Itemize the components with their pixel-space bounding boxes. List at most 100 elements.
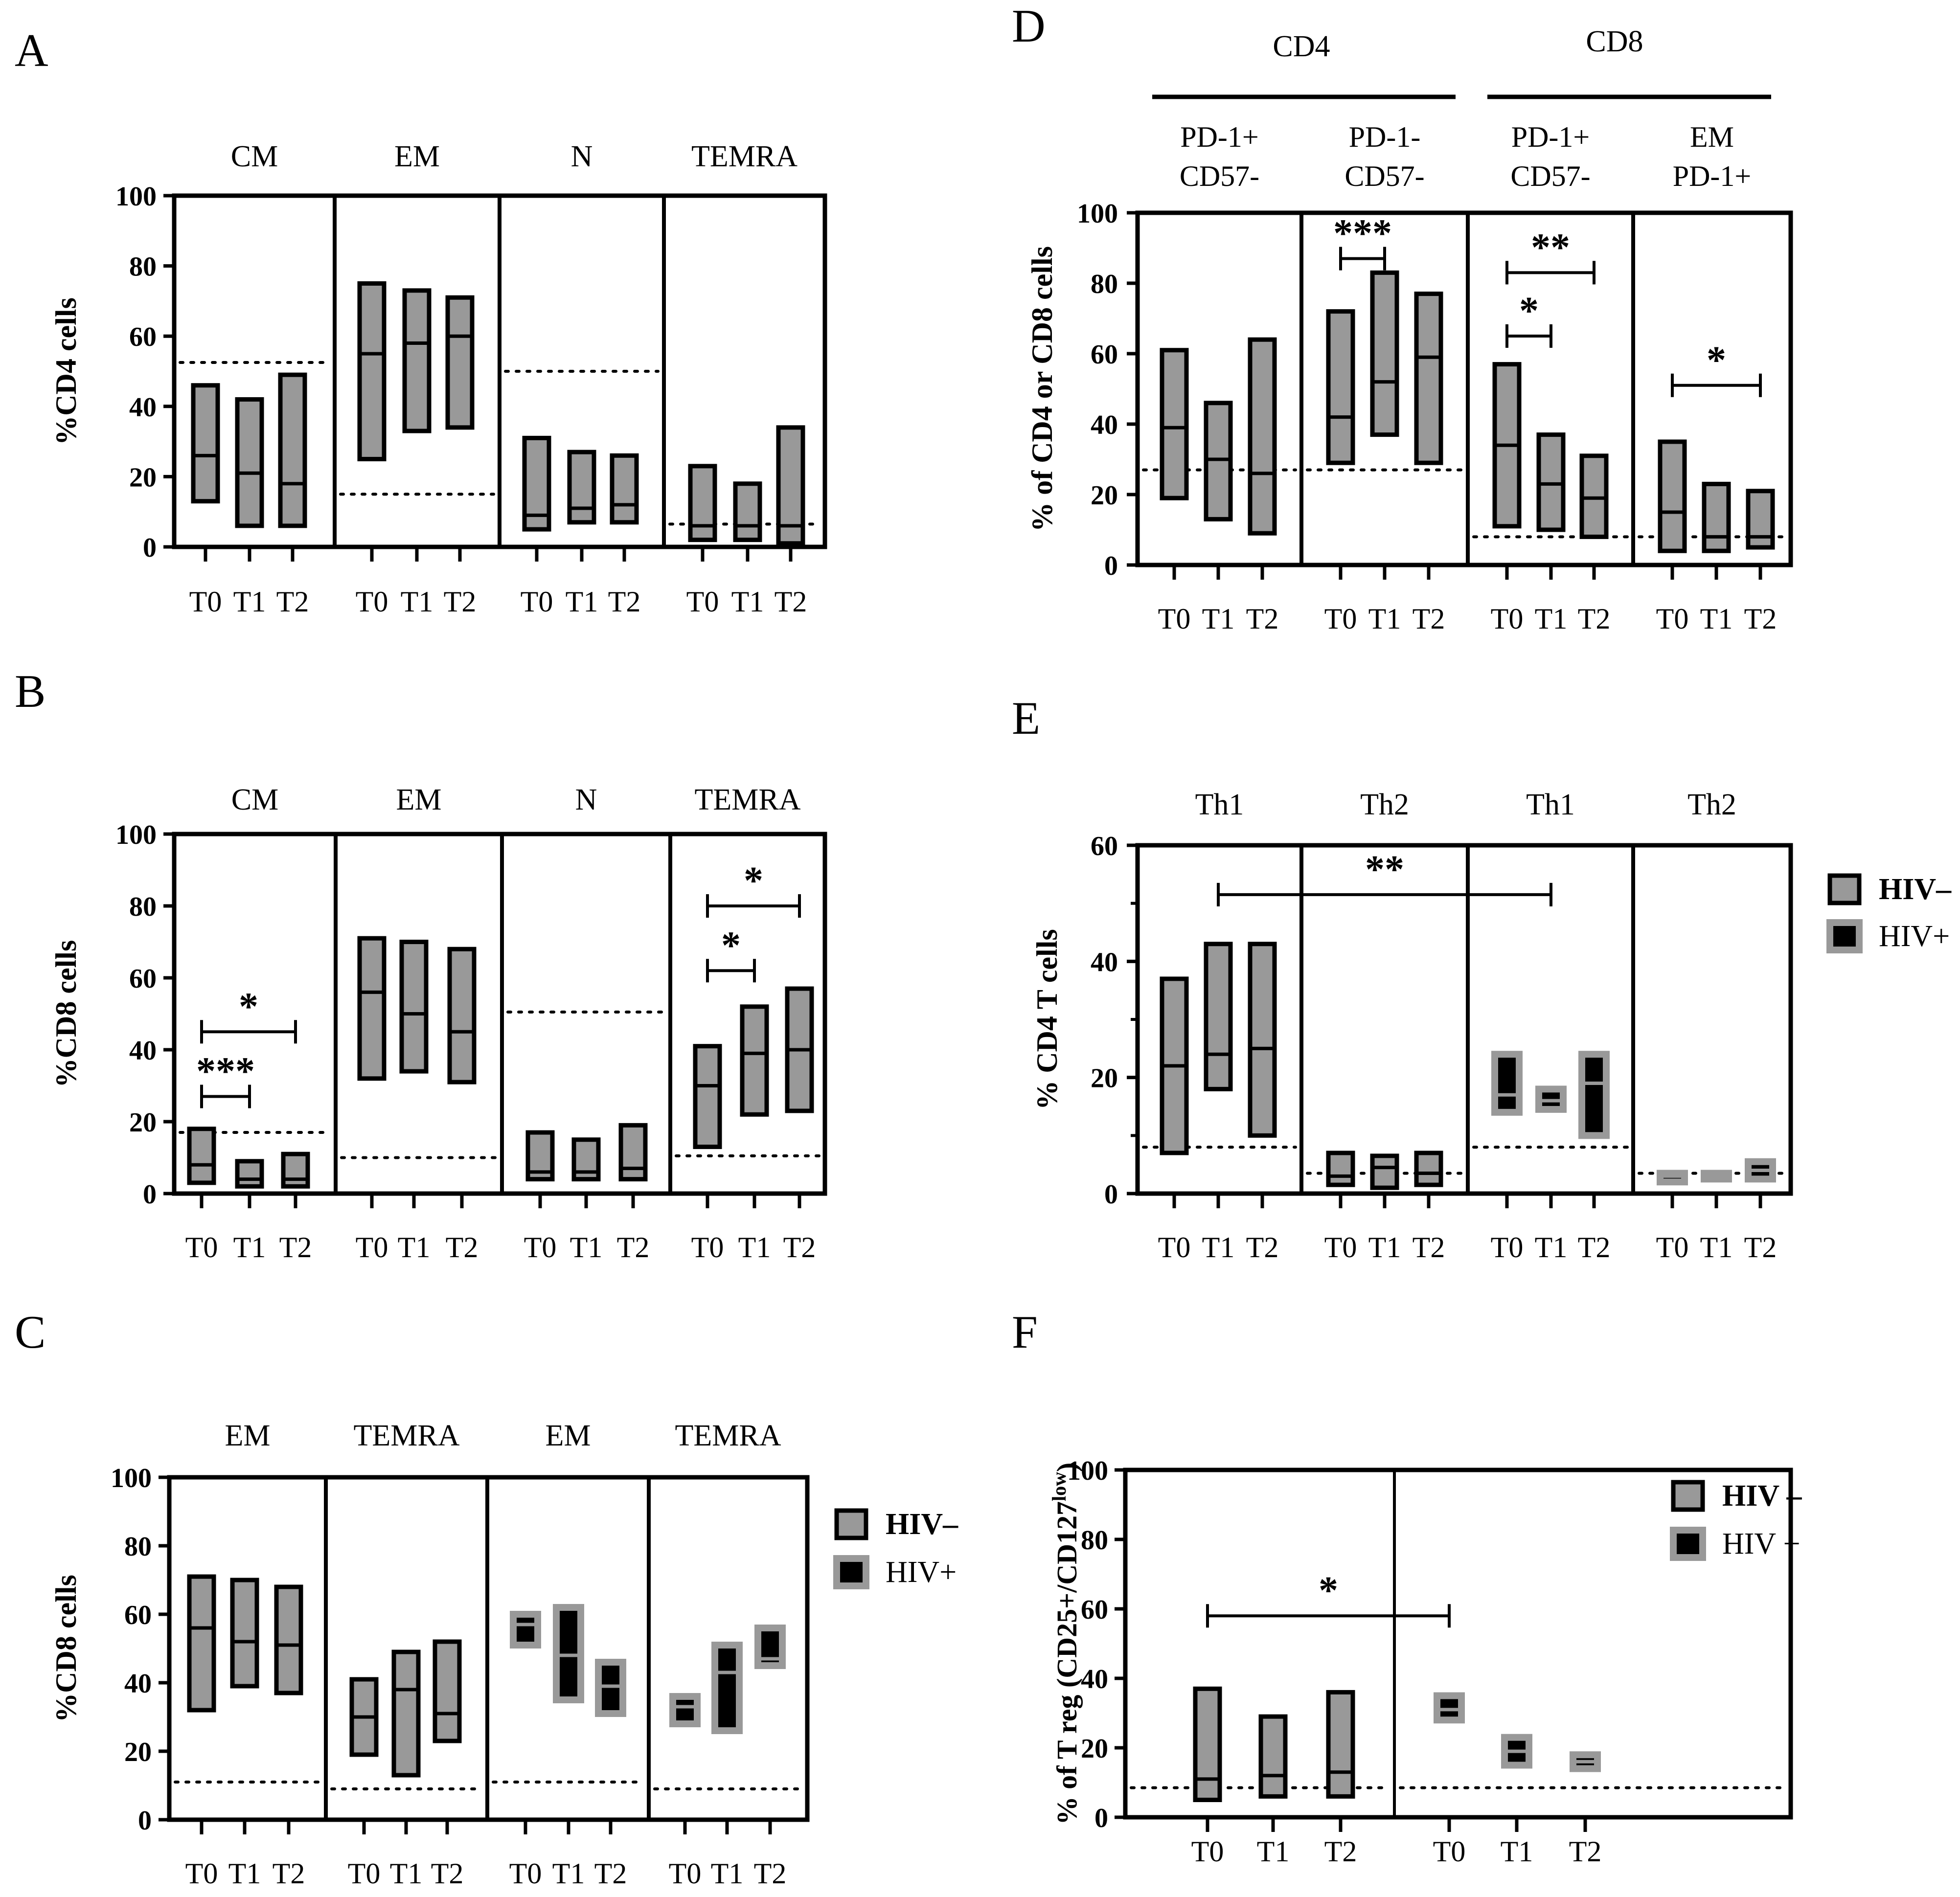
y-tick-label: 0 <box>1094 1803 1108 1833</box>
chart-D: D 0 20 40 60 80 100 % of CD4 or CD8 cells CD4 CD8… <box>1012 0 1793 635</box>
y-tick-label: 40 <box>129 392 157 423</box>
x-tick-label: T1 <box>1535 603 1568 635</box>
bar-hiv-pos <box>1491 1051 1523 1116</box>
x-tick-label: T0 <box>185 1857 218 1890</box>
sig-label: * <box>239 985 258 1028</box>
y-tick-label: 60 <box>129 964 157 994</box>
x-tick-label: T1 <box>1535 1231 1568 1264</box>
y-axis-label-text: %CD4 cells <box>50 297 82 445</box>
bar-hiv-neg <box>1370 270 1399 437</box>
bar-hiv-neg <box>1579 453 1609 539</box>
subpanel: EM T0 T1 T2 <box>174 1419 321 1890</box>
y-tick-label: 100 <box>1067 1456 1108 1486</box>
y-tick-label: 80 <box>1081 1525 1108 1556</box>
y-tick-label: 40 <box>1081 1664 1108 1694</box>
bar-hiv-neg <box>235 1159 264 1189</box>
x-tick-label: T0 <box>521 586 553 618</box>
y-tick-label: 60 <box>1091 339 1118 370</box>
subpanel: T0 T1 T2 <box>1130 1686 1390 1868</box>
legend-label: HIV+ <box>1879 920 1950 953</box>
bar-hiv-neg <box>399 940 429 1074</box>
bar-hiv-pos <box>1578 1051 1610 1139</box>
sig-label: ** <box>1531 226 1570 269</box>
plot-frame <box>1135 843 1793 1196</box>
x-tick-label: T2 <box>1744 603 1777 635</box>
y-tick-label: 20 <box>129 1107 157 1138</box>
subpanel: TEMRA T0 T1 T2 <box>653 1419 803 1890</box>
panel-label: C <box>15 1306 46 1358</box>
bar-hiv-pos <box>510 1611 541 1649</box>
y-tick-label: 20 <box>129 462 157 493</box>
subpanel: EM T0 T1 T2 <box>340 783 498 1264</box>
plot-frame <box>172 832 827 1196</box>
x-tick-label: T2 <box>594 1857 627 1890</box>
x-tick-label: T0 <box>185 1231 218 1264</box>
x-tick-label: T2 <box>1578 603 1611 635</box>
sig-label: ** <box>1365 848 1404 891</box>
bar-hiv-neg <box>1248 337 1277 536</box>
x-tick-label: T0 <box>669 1857 702 1890</box>
subpanel-title: CD57- <box>1180 160 1259 192</box>
subpanel-title: EM <box>1690 121 1734 153</box>
subpanel-title: EM <box>546 1419 591 1452</box>
subpanel: EM PD-1+ T0 T1 T2 <box>1638 121 1786 635</box>
y-axis-label-end: ) <box>1051 1463 1083 1472</box>
subpanel-title: EM <box>394 140 440 173</box>
y-tick-label: 100 <box>111 1463 152 1493</box>
subpanel: PD-1- CD57- T0 T1 T2 <box>1306 121 1463 635</box>
x-tick-label: T1 <box>1368 603 1401 635</box>
subpanel: Th2 T0 T1 T2 <box>1638 788 1786 1264</box>
x-tick-label: T1 <box>552 1857 585 1890</box>
x-tick-label: T1 <box>401 586 433 618</box>
y-axis-label-text: %CD8 cells <box>50 1575 82 1722</box>
subpanel-title: Th2 <box>1360 788 1409 821</box>
subpanel-title: TEMRA <box>691 140 798 173</box>
y-tick-label: 60 <box>1081 1595 1108 1625</box>
x-tick-label: T1 <box>228 1857 261 1890</box>
subpanel: CM T0 T1 T2 <box>179 783 331 1264</box>
subpanel: EM T0 T1 T2 <box>492 1419 644 1890</box>
bar-hiv-neg <box>191 383 220 504</box>
subpanel: PD-1+ CD57- T0 T1 T2 <box>1142 121 1297 635</box>
subpanel-title: PD-1- <box>1349 121 1421 153</box>
x-tick-label: T2 <box>1578 1231 1611 1264</box>
y-tick-label: 80 <box>1091 269 1118 299</box>
y-tick-label: 80 <box>129 892 157 922</box>
y-tick-label: 80 <box>124 1532 152 1562</box>
subpanel: PD-1+ CD57- T0 T1 T2 <box>1472 121 1629 635</box>
subpanel: Th2 T0 T1 T2 <box>1306 788 1463 1264</box>
bar-hiv-neg <box>618 1123 648 1182</box>
bar-hiv-neg <box>445 295 475 430</box>
bar-hiv-neg <box>447 947 477 1084</box>
sig-label: * <box>744 859 763 903</box>
legend-label: HIV – <box>1722 1479 1802 1513</box>
legend-label: HIV + <box>1722 1527 1800 1560</box>
x-tick-label: T0 <box>1191 1835 1224 1868</box>
y-tick-label: 0 <box>143 533 157 563</box>
x-tick-label: T2 <box>1413 1231 1445 1264</box>
bar-hiv-neg <box>1702 481 1731 553</box>
x-tick-label: T0 <box>1158 1231 1191 1264</box>
panel-label: A <box>15 24 48 76</box>
subpanel-title: CD57- <box>1510 160 1590 192</box>
x-tick-label: T1 <box>731 586 764 618</box>
x-tick-label: T0 <box>189 586 222 618</box>
bar-hiv-neg <box>1326 1151 1355 1187</box>
x-tick-label: T2 <box>608 586 641 618</box>
x-tick-label: T1 <box>1257 1835 1290 1868</box>
subpanel-title: N <box>575 783 597 816</box>
bar-hiv-neg <box>278 372 307 528</box>
y-axis-label: % CD4 T cells <box>1031 929 1063 1109</box>
subpanel-title: TEMRA <box>354 1419 460 1452</box>
bar-hiv-neg <box>1414 292 1443 465</box>
subpanel-title: EM <box>225 1419 271 1452</box>
x-tick-label: T0 <box>524 1231 557 1264</box>
y-tick-label: 100 <box>115 820 157 850</box>
y-axis-label-text: % CD4 T cells <box>1031 929 1063 1109</box>
y-tick-label: 0 <box>138 1806 152 1836</box>
bar-hiv-neg <box>567 450 596 525</box>
y-axis-label-sup: low <box>1048 1472 1070 1501</box>
